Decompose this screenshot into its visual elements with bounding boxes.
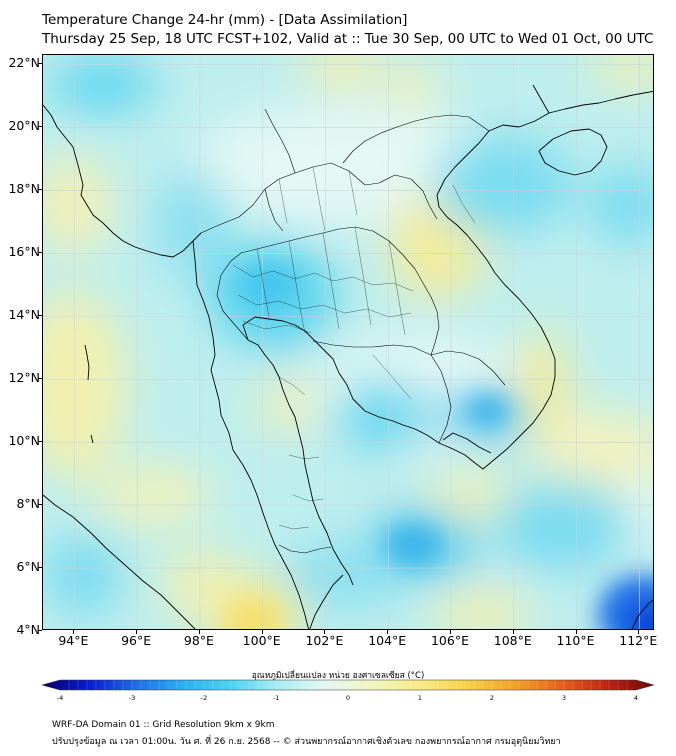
latitude-tick xyxy=(38,630,42,631)
latitude-tick xyxy=(38,63,42,65)
colorbar-tick-label: 3 xyxy=(561,694,567,702)
colorbar-tick-label: 2 xyxy=(489,694,495,702)
color-field-layer xyxy=(43,55,653,629)
province-borders xyxy=(232,166,476,530)
longitude-label: 112°E xyxy=(619,633,658,648)
longitude-tick xyxy=(638,630,640,634)
longitude-tick xyxy=(450,630,451,634)
temperature-change-map xyxy=(43,55,653,629)
longitude-label: 98°E xyxy=(183,633,214,648)
map-title: Temperature Change 24-hr (mm) - [Data As… xyxy=(42,11,653,49)
longitude-label: 104°E xyxy=(368,633,407,648)
longitude-tick xyxy=(512,630,514,634)
map-panel xyxy=(42,54,654,630)
longitude-label: 102°E xyxy=(305,633,344,648)
latitude-tick xyxy=(38,126,42,128)
colorbar-tick-label: -1 xyxy=(272,694,280,702)
colorbar-tick-label: -4 xyxy=(56,694,64,702)
latitude-tick xyxy=(38,315,42,317)
latitude-label: 16°N xyxy=(8,244,40,260)
colorbar-tick-label: -3 xyxy=(128,694,136,702)
latitude-tick xyxy=(38,504,42,506)
latitude-tick xyxy=(38,252,42,254)
longitude-tick xyxy=(73,630,75,634)
latitude-label: 20°N xyxy=(8,118,40,134)
latitude-tick xyxy=(38,189,42,191)
longitude-label: 106°E xyxy=(430,633,469,648)
colorbar-tick-label: 0 xyxy=(345,694,351,702)
longitude-label: 110°E xyxy=(556,633,595,648)
latitude-tick xyxy=(38,378,42,380)
colorbar-tick-label: -2 xyxy=(200,694,208,702)
latitude-tick xyxy=(38,441,42,443)
colorbar-tick-label: 1 xyxy=(417,694,423,702)
graticule xyxy=(43,55,653,629)
colorbar-body xyxy=(41,679,655,691)
longitude-label: 108°E xyxy=(493,633,532,648)
longitude-label: 96°E xyxy=(121,633,152,648)
country-borders xyxy=(200,108,506,554)
longitude-tick xyxy=(198,630,200,634)
footer-domain-info: WRF-DA Domain 01 :: Grid Resolution 9km … xyxy=(52,720,275,730)
latitude-label: 10°N xyxy=(8,433,40,449)
longitude-tick xyxy=(387,630,389,634)
title-line-2: Thursday 25 Sep, 18 UTC FCST+102, Valid … xyxy=(42,31,654,47)
colorbar xyxy=(41,679,655,691)
title-line-1: Temperature Change 24-hr (mm) - [Data As… xyxy=(42,12,408,28)
latitude-label: 8°N xyxy=(16,496,40,512)
latitude-label: 18°N xyxy=(8,181,40,197)
longitude-tick xyxy=(261,630,263,634)
latitude-label: 4°N xyxy=(16,622,40,637)
longitude-label: 100°E xyxy=(242,633,281,648)
latitude-label: 6°N xyxy=(16,559,40,575)
longitude-label: 94°E xyxy=(58,633,89,648)
colorbar-tick-label: 4 xyxy=(633,694,639,702)
longitude-tick xyxy=(575,630,577,634)
longitude-tick xyxy=(324,630,326,634)
longitude-tick xyxy=(136,630,138,634)
footer-credit: ปรับปรุงข้อมูล ณ เวลา 01:00น. วัน ศ. ที่… xyxy=(52,737,561,747)
latitude-label: 12°N xyxy=(8,370,40,386)
latitude-label: 22°N xyxy=(8,55,40,71)
colorbar-title: อุณหภูมิเปลี่ยนแปลง หน่วย องศาเซลเซียส (… xyxy=(251,671,425,681)
coastlines xyxy=(43,84,653,629)
latitude-tick xyxy=(38,567,42,569)
latitude-label: 14°N xyxy=(8,307,40,323)
